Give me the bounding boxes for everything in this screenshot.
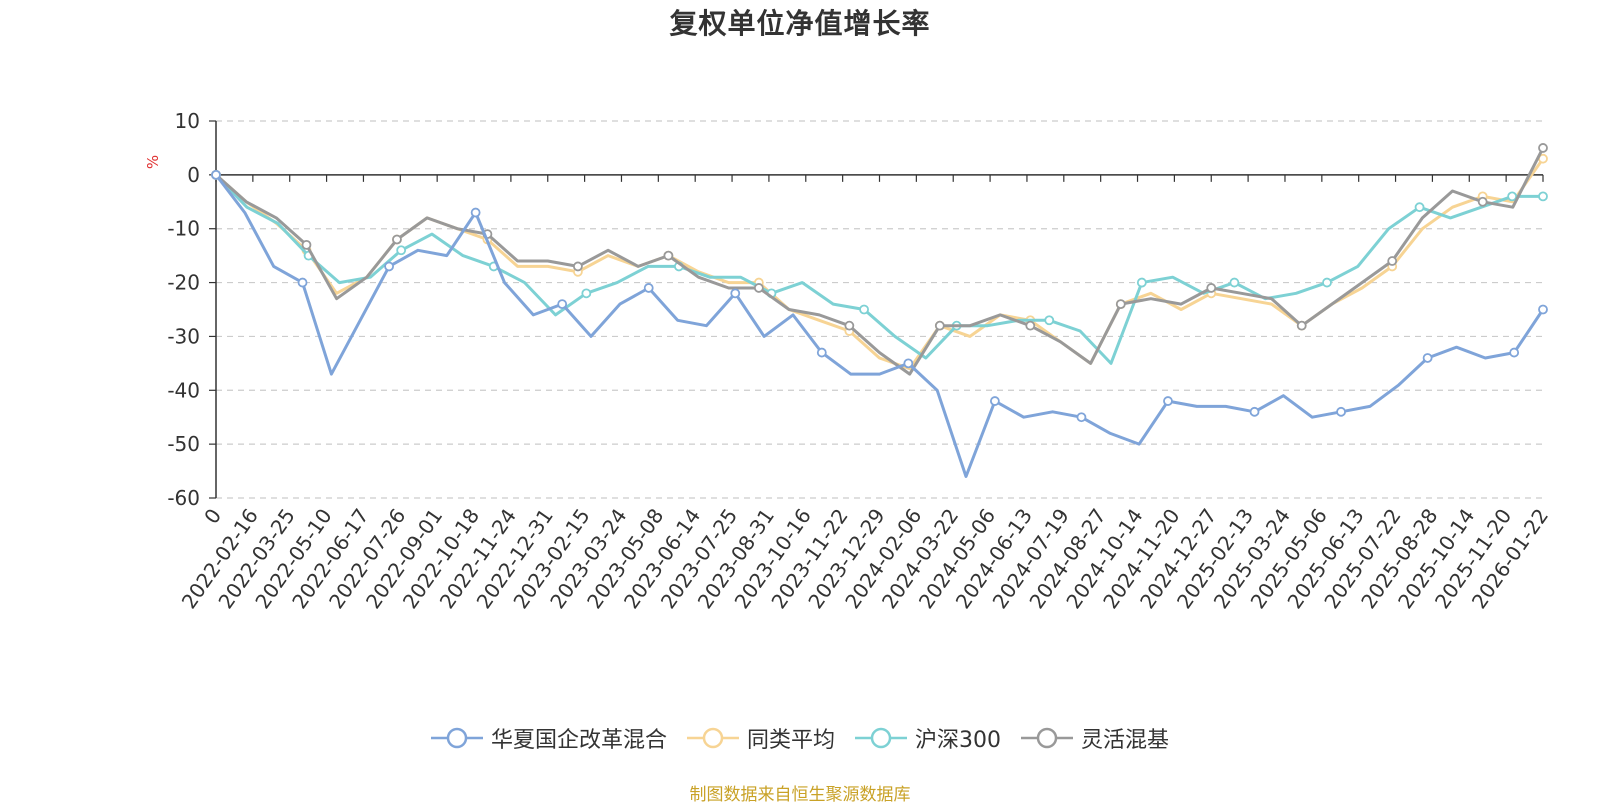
data-point-0 (384, 261, 394, 272)
x-tick-label: 0 (199, 504, 226, 528)
data-point-0 (903, 358, 914, 369)
data-point-3 (573, 261, 583, 272)
data-point-3 (1296, 320, 1307, 331)
data-point-0 (1076, 412, 1087, 423)
y-tick-label: -20 (167, 271, 200, 295)
data-point-2 (1044, 315, 1055, 326)
chart-title: 复权单位净值增长率 (669, 7, 931, 40)
data-point-2 (1229, 277, 1240, 288)
legend-swatch-icon (855, 727, 907, 749)
data-point-0 (1509, 347, 1520, 358)
chart-legend: 华夏国企改革混合 同类平均 沪深300 灵活混基 (0, 722, 1600, 754)
data-point-3 (663, 250, 674, 261)
data-point-0 (297, 277, 308, 288)
data-point-0 (730, 288, 741, 299)
series-line-0 (214, 173, 1545, 478)
data-point-0 (643, 283, 654, 293)
data-point-2 (1507, 191, 1518, 202)
data-point-2 (859, 304, 869, 315)
y-tick-label: 10 (175, 109, 200, 133)
data-point-3 (1206, 283, 1217, 293)
data-point-2 (1136, 277, 1147, 288)
data-point-3 (301, 239, 312, 250)
data-point-2 (1322, 277, 1332, 288)
data-point-0 (470, 207, 481, 218)
legend-item[interactable]: 同类平均 (686, 722, 835, 754)
y-tick-label: -40 (167, 378, 200, 402)
series-line-3 (215, 147, 1545, 376)
legend-swatch-icon (1021, 727, 1073, 749)
legend-item[interactable]: 华夏国企改革混合 (430, 722, 667, 754)
y-tick-label: -60 (167, 486, 200, 510)
legend-swatch-icon (686, 727, 739, 749)
data-point-3 (844, 320, 855, 331)
data-point-3 (392, 234, 402, 245)
data-source-note: 制图数据来自恒生聚源数据库 (689, 785, 911, 805)
legend-item[interactable]: 灵活混基 (1021, 722, 1169, 754)
data-point-0 (211, 169, 221, 180)
data-point-2 (581, 288, 592, 299)
data-point-2 (1414, 202, 1425, 213)
data-point-0 (1249, 406, 1260, 417)
data-point-0 (1336, 406, 1346, 417)
data-point-0 (557, 299, 568, 310)
y-tick-label: -10 (167, 217, 200, 241)
data-point-3 (753, 283, 764, 293)
series-line-2 (214, 173, 1543, 365)
data-point-3 (1025, 320, 1036, 331)
data-point-3 (934, 320, 945, 331)
legend-swatch-icon (430, 727, 483, 749)
y-tick-label: 0 (187, 163, 200, 187)
series-line-1 (215, 157, 1545, 371)
data-point-2 (396, 245, 407, 256)
data-point-3 (1477, 196, 1488, 207)
data-point-0 (1163, 396, 1173, 406)
data-point-0 (989, 396, 1000, 406)
data-point-3 (1538, 143, 1548, 153)
legend-item[interactable]: 沪深300 (855, 722, 1001, 754)
data-point-0 (1538, 304, 1548, 315)
legend-label: 沪深300 (915, 728, 1001, 753)
legend-label: 灵活混基 (1081, 728, 1170, 753)
data-point-3 (1115, 299, 1126, 310)
data-point-3 (1387, 256, 1398, 266)
legend-label: 同类平均 (746, 728, 835, 753)
y-tick-label: -30 (167, 324, 200, 348)
data-point-0 (816, 347, 827, 358)
y-axis-label: % (144, 155, 162, 169)
legend-label: 华夏国企改革混合 (490, 728, 667, 753)
y-tick-label: -50 (167, 432, 200, 456)
data-point-0 (1422, 353, 1433, 363)
data-point-2 (1538, 191, 1548, 202)
